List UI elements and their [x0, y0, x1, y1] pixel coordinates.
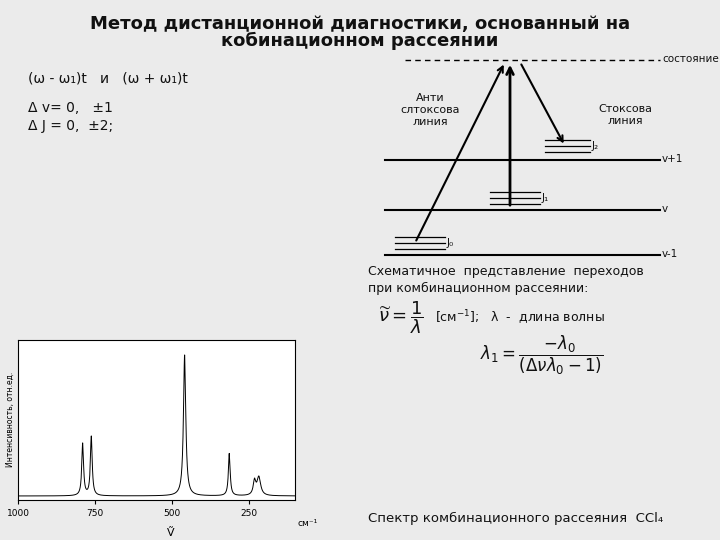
Text: $[ \mathrm{см}^{-1} ]$;   λ  -  длина волны: $[ \mathrm{см}^{-1} ]$; λ - длина волны	[435, 309, 605, 327]
Text: Анти
слтоксова
линия: Анти слтоксова линия	[400, 92, 460, 127]
Text: Схематичное  представление  переходов: Схематичное представление переходов	[368, 266, 644, 279]
Text: v-1: v-1	[662, 249, 678, 259]
Text: J₀: J₀	[447, 238, 454, 248]
Text: Метод дистанционной диагностики, основанный на: Метод дистанционной диагностики, основан…	[90, 15, 630, 33]
Text: Δ J = 0,  ±2;: Δ J = 0, ±2;	[28, 119, 113, 133]
Text: J₁: J₁	[542, 193, 549, 203]
Text: кобинационном рассеянии: кобинационном рассеянии	[221, 32, 499, 50]
Text: $\lambda_1 = \dfrac{-\lambda_0}{(\Delta\nu\lambda_0 - 1)}$: $\lambda_1 = \dfrac{-\lambda_0}{(\Delta\…	[480, 333, 603, 376]
Text: Δ v= 0,   ±1: Δ v= 0, ±1	[28, 101, 113, 115]
Text: J₂: J₂	[592, 141, 599, 151]
Text: (ω - ω₁)t   и   (ω + ω₁)t: (ω - ω₁)t и (ω + ω₁)t	[28, 71, 188, 85]
Text: Стоксова
линия: Стоксова линия	[598, 104, 652, 126]
Text: Спектр комбинационного рассеяния  CCl₄: Спектр комбинационного рассеяния CCl₄	[368, 511, 663, 524]
Text: Ṽ: Ṽ	[166, 528, 174, 538]
Text: $\widetilde{\nu} = \dfrac{\mathit{1}}{\lambda}$: $\widetilde{\nu} = \dfrac{\mathit{1}}{\l…	[378, 300, 423, 336]
Text: состояние: состояние	[662, 54, 719, 64]
Text: см⁻¹: см⁻¹	[298, 518, 318, 528]
Text: v: v	[662, 204, 668, 214]
Text: при комбинационном рассеянии:: при комбинационном рассеянии:	[368, 281, 588, 294]
Text: v+1: v+1	[662, 154, 683, 164]
Y-axis label: Интенсивность, отн.ед.: Интенсивность, отн.ед.	[6, 372, 15, 468]
